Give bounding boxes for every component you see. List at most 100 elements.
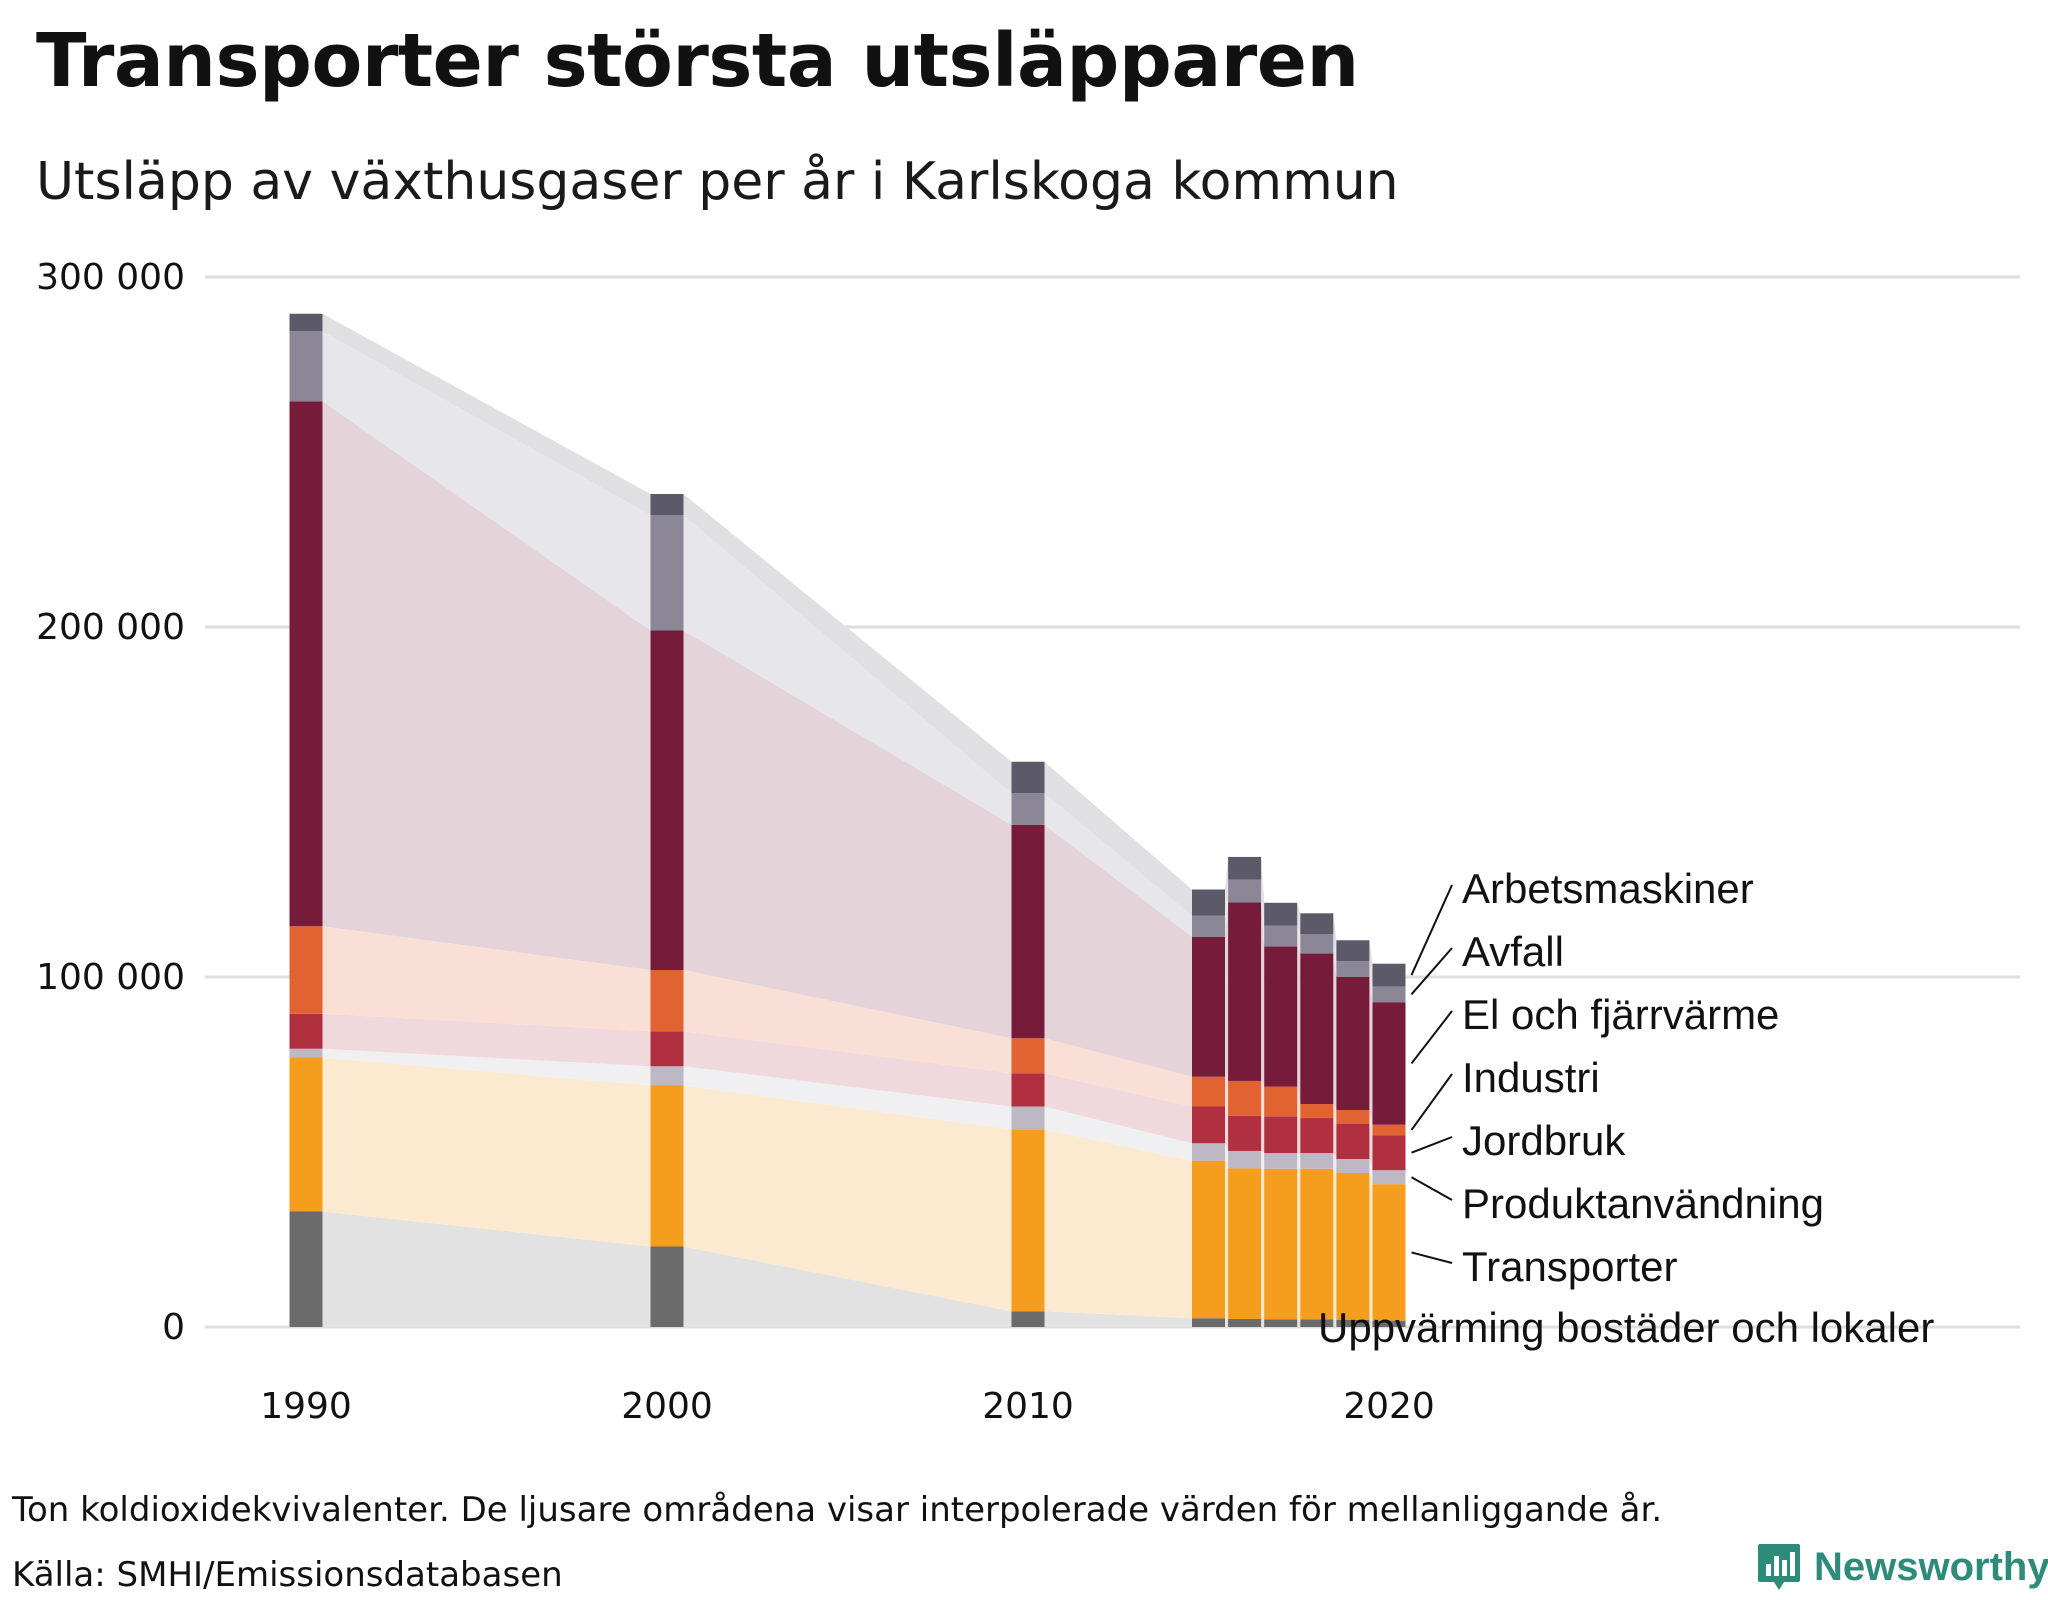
bar-segment: [1011, 1311, 1045, 1327]
band-arbetsmaskiner: [1297, 902, 1301, 935]
y-tick-label: 0: [162, 1307, 185, 1348]
band-arbetsmaskiner: [1261, 857, 1265, 926]
band-industri: [1044, 1038, 1192, 1107]
band-avfall: [1297, 925, 1301, 954]
x-tick-label: 2020: [1343, 1386, 1435, 1427]
bar-segment: [1011, 1106, 1045, 1130]
series-label: Uppvärming bostäder och lokaler: [1318, 1304, 1934, 1351]
band-avfall: [1333, 934, 1337, 977]
bar-segment: [289, 1048, 323, 1058]
band-jordbruk: [1225, 1106, 1229, 1151]
bar-segment: [1300, 1153, 1334, 1169]
bar-segment: [1372, 1135, 1406, 1171]
band-jordbruk: [1369, 1124, 1373, 1171]
band-produktanvändning: [1369, 1159, 1373, 1185]
band-el-och-fjärrvärme: [1333, 953, 1337, 1110]
band-jordbruk: [1297, 1116, 1301, 1153]
bar-segment: [1264, 1153, 1298, 1169]
bar-segment: [289, 1211, 323, 1327]
bars: [289, 313, 1406, 1327]
bar-segment: [650, 515, 684, 631]
band-uppvärming-bostäder-och-lokaler: [1297, 1319, 1301, 1327]
band-avfall: [1261, 879, 1265, 947]
bar-segment: [1336, 1173, 1370, 1320]
band-el-och-fjärrvärme: [1297, 946, 1301, 1104]
band-industri: [322, 926, 651, 1032]
bar-segment: [1192, 1160, 1225, 1319]
band-avfall: [1369, 961, 1373, 1003]
band-jordbruk: [322, 1013, 651, 1067]
bar-segment: [1372, 1184, 1406, 1321]
y-tick-label: 200 000: [36, 607, 185, 648]
bar-segment: [1264, 946, 1298, 1087]
band-jordbruk: [683, 1031, 1012, 1107]
bar-segment: [1011, 824, 1045, 1039]
bar-segment: [1228, 856, 1262, 880]
bar-segment: [1300, 1168, 1334, 1320]
y-tick-label: 300 000: [36, 257, 185, 298]
bar-segment: [1192, 1106, 1225, 1144]
leader-line: [1410, 1073, 1453, 1131]
brand-logo[interactable]: Newsworthy: [1756, 1542, 2048, 1592]
bar-segment: [1372, 986, 1406, 1003]
band-industri: [1225, 1076, 1229, 1116]
bar-segment: [1372, 1320, 1406, 1327]
band-uppvärming-bostäder-och-lokaler: [683, 1246, 1012, 1327]
series-labels: Uppvärming bostäder och lokaler Transport…: [1318, 865, 1934, 1351]
band-industri: [1297, 1086, 1301, 1118]
bar-segment: [1264, 902, 1298, 926]
band-jordbruk: [1333, 1118, 1337, 1159]
band-transporter: [1261, 1168, 1265, 1320]
bar-segment: [1336, 977, 1370, 1110]
bar-segment: [1372, 1170, 1406, 1185]
bar-segment: [1192, 1076, 1225, 1107]
bar-segment: [650, 970, 684, 1032]
bar-segment: [1300, 1319, 1334, 1327]
band-produktanvändning: [683, 1066, 1012, 1130]
band-avfall: [1044, 793, 1192, 937]
bar-segment: [1264, 1086, 1298, 1117]
series-label: Produktanvändning: [1462, 1180, 1824, 1227]
bar-segment: [1264, 925, 1298, 947]
band-jordbruk: [1261, 1116, 1265, 1153]
bar-segment: [289, 401, 323, 927]
band-el-och-fjärrvärme: [1225, 902, 1229, 1081]
band-transporter: [1369, 1173, 1373, 1321]
leader-line: [1411, 1251, 1453, 1264]
y-tick-label: 100 000: [36, 957, 185, 998]
series-label: Industri: [1462, 1054, 1600, 1101]
bar-segment: [1228, 1150, 1262, 1169]
band-produktanvändning: [1261, 1151, 1265, 1169]
bar-segment: [1300, 1104, 1334, 1119]
bar-segment: [289, 1013, 323, 1049]
bar-segment: [1372, 1002, 1406, 1125]
bar-segment: [1192, 936, 1225, 1077]
brand-name: Newsworthy: [1814, 1544, 2048, 1589]
bar-segment: [289, 926, 323, 1014]
band-el-och-fjärrvärme: [1369, 977, 1373, 1125]
bar-segment: [289, 331, 323, 402]
bar-segment: [650, 630, 684, 970]
band-uppvärming-bostäder-och-lokaler: [1333, 1319, 1337, 1327]
x-tick-label: 1990: [260, 1386, 352, 1427]
bar-segment: [1336, 1124, 1370, 1159]
bar-segment: [1264, 1319, 1298, 1327]
bar-segment: [1336, 961, 1370, 977]
stacked-bar-chart: 0 100 000 200 000 300 000 1990 2000 2010 2020 U…: [36, 257, 2020, 1427]
band-arbetsmaskiner: [1333, 913, 1337, 962]
bar-segment: [1228, 1115, 1262, 1151]
band-jordbruk: [1044, 1073, 1192, 1144]
bar-segment: [1011, 793, 1045, 825]
bar-segment: [1300, 1118, 1334, 1154]
band-uppvärming-bostäder-och-lokaler: [1261, 1319, 1265, 1327]
bar-segment: [1336, 1159, 1370, 1173]
leader-line: [1411, 1136, 1453, 1154]
band-transporter: [1044, 1129, 1192, 1319]
band-avfall: [322, 331, 651, 631]
band-transporter: [1333, 1168, 1337, 1320]
chart-source: Källa: SMHI/Emissionsdatabasen: [12, 1555, 563, 1595]
bar-segment: [1192, 889, 1225, 916]
band-uppvärming-bostäder-och-lokaler: [1225, 1318, 1229, 1327]
bar-segment: [1228, 902, 1262, 1081]
series-label: El och fjärrvärme: [1462, 991, 1779, 1038]
